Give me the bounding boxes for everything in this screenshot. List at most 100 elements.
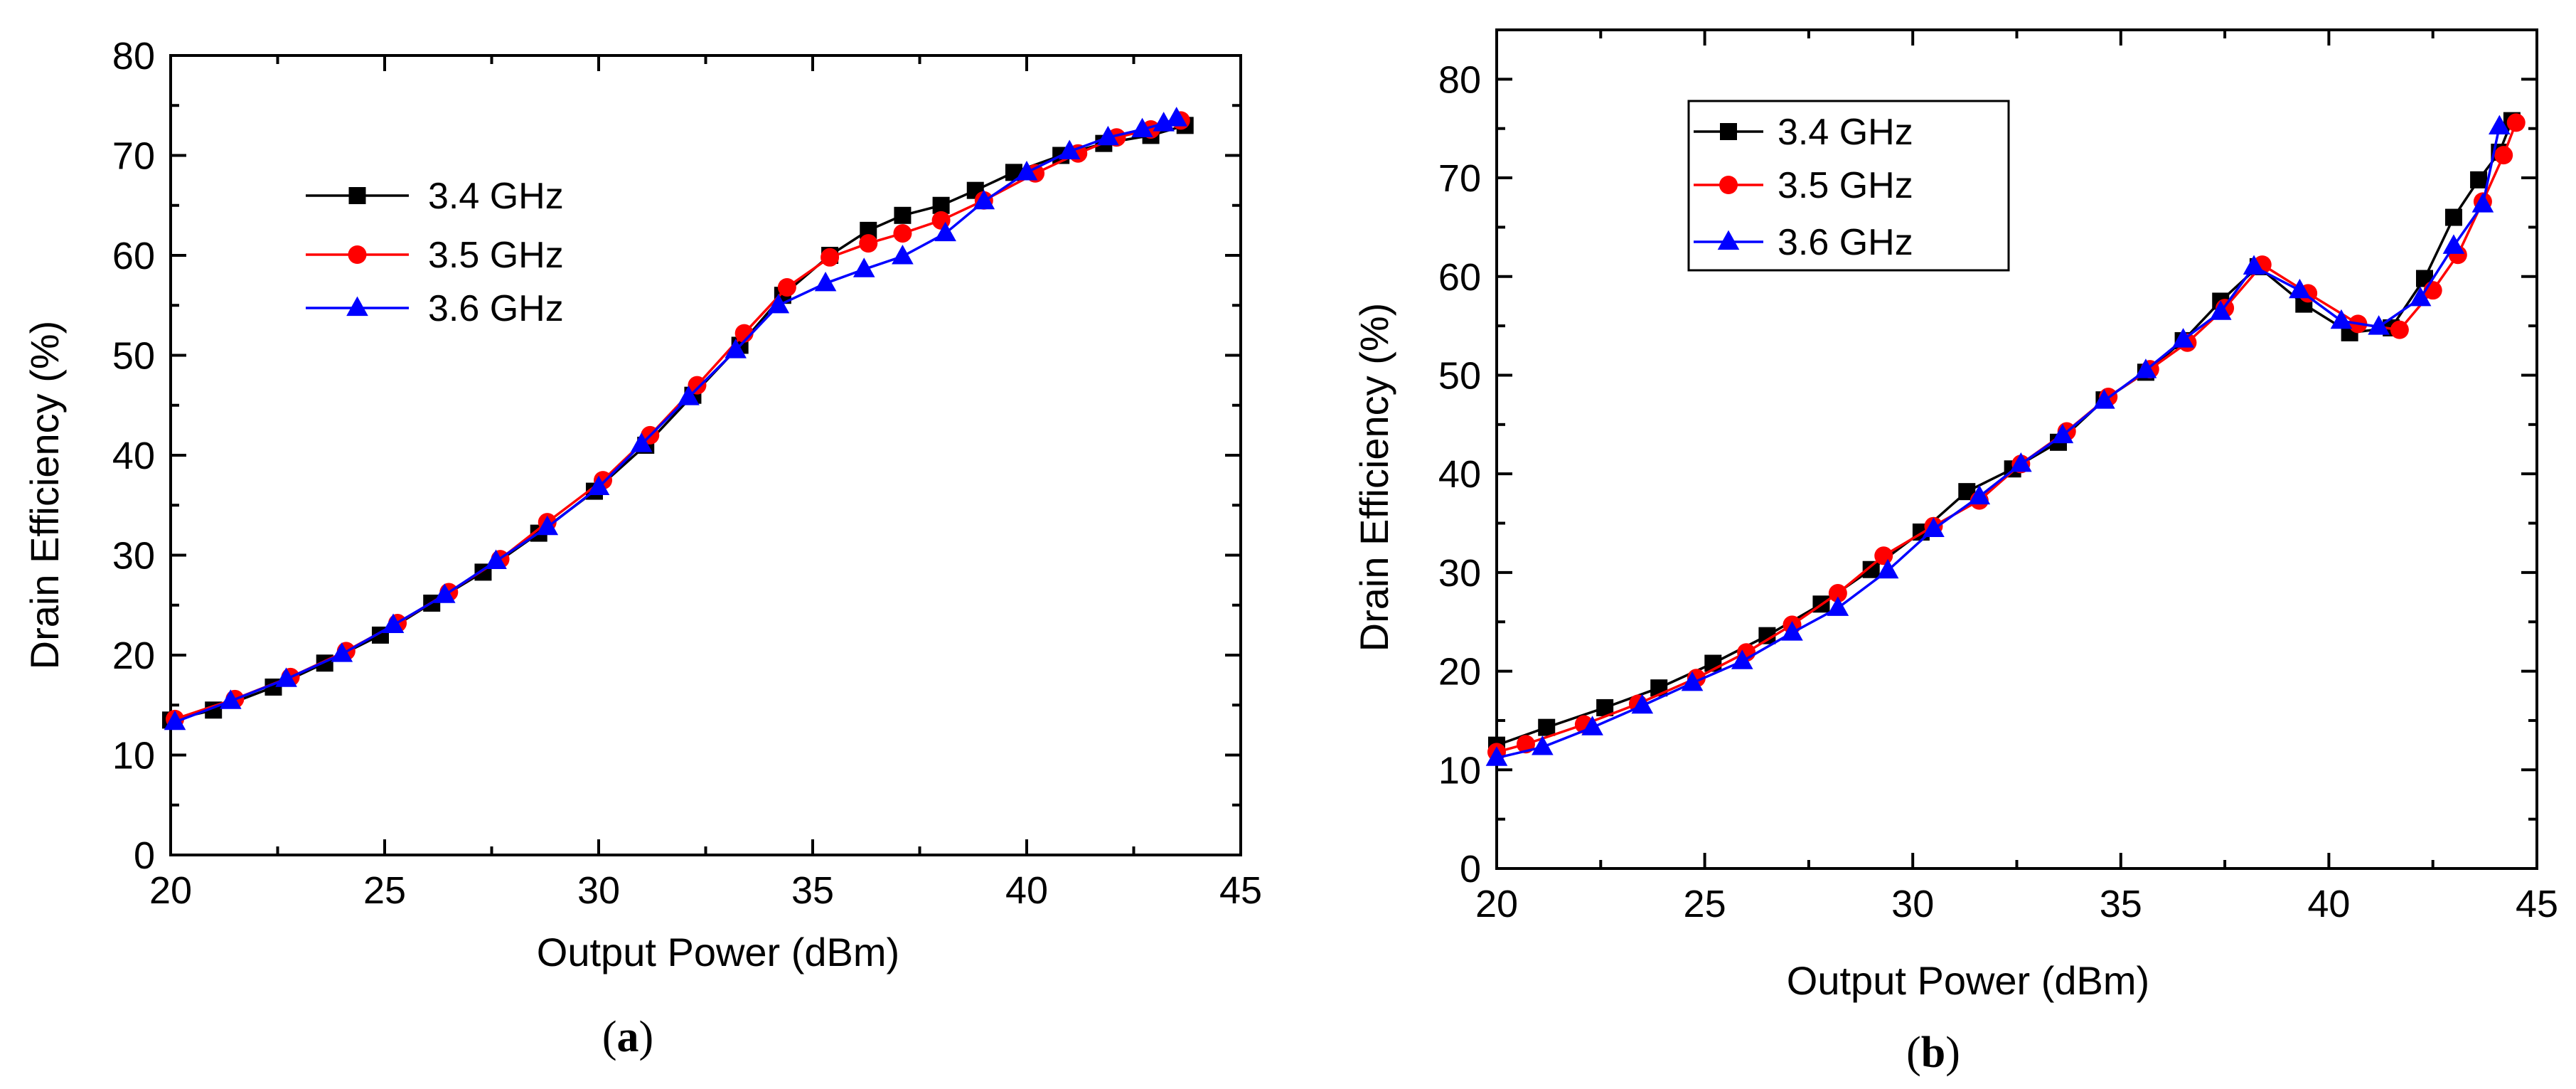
data-point-36-b (2172, 328, 2194, 348)
y-tick-label-b: 0 (1460, 848, 1481, 891)
y-tick-label-b: 80 (1438, 58, 1481, 101)
data-point-34-b (2444, 208, 2462, 226)
y-axis-title-a: Drain Efficiency (%) (22, 321, 67, 670)
data-point-34-a (894, 206, 912, 224)
data-point-36-b (1781, 621, 1803, 641)
data-point-36-a (587, 475, 610, 496)
data-point-35-a (821, 248, 840, 267)
data-point-36-b (2471, 193, 2494, 213)
data-point-34-a (932, 196, 950, 214)
data-point-36-a (725, 339, 747, 358)
y-tick-label-a: 60 (112, 235, 155, 277)
legend-label-34-b: 3.4 GHz (1778, 112, 1913, 153)
x-tick-label-a: 30 (577, 869, 620, 912)
data-point-36-b (2489, 115, 2511, 135)
data-point-35-b (1874, 546, 1893, 565)
data-point-36-b (2289, 278, 2311, 299)
y-tick-label-a: 30 (112, 535, 155, 578)
data-point-35-a (777, 277, 796, 297)
legend-marker-35-b (1719, 176, 1738, 194)
legend-label-34-a: 3.4 GHz (428, 176, 564, 217)
x-tick-label-b: 30 (1891, 883, 1934, 925)
data-point-34-b (1538, 718, 1556, 736)
data-point-34-b (2470, 171, 2488, 188)
y-tick-label-b: 10 (1438, 749, 1481, 792)
data-point-36-a (382, 613, 405, 633)
panel-caption-letter-b: b (1921, 1029, 1945, 1077)
data-point-36-b (2243, 255, 2265, 275)
x-tick-label-a: 45 (1219, 869, 1262, 912)
legend-label-35-b: 3.5 GHz (1778, 165, 1913, 206)
y-tick-label-b: 70 (1438, 157, 1481, 200)
data-point-36-b (1876, 558, 1899, 579)
data-point-36-b (1485, 746, 1508, 766)
legend-marker-34-b (1720, 123, 1737, 140)
data-point-36-b (1968, 484, 1991, 505)
data-point-36-a (219, 689, 242, 709)
data-point-36-b (1532, 735, 1554, 755)
y-tick-label-b: 50 (1438, 354, 1481, 397)
legend-marker-36-b (1717, 230, 1740, 250)
x-tick-label-b: 35 (2100, 883, 2142, 925)
legend-label-36-b: 3.6 GHz (1778, 222, 1913, 263)
x-tick-label-a: 40 (1005, 869, 1048, 912)
data-point-36-a (1131, 117, 1153, 138)
y-tick-label-a: 70 (112, 135, 155, 178)
legend-marker-35-a (348, 245, 367, 264)
data-point-36-b (2010, 452, 2032, 472)
y-tick-label-a: 50 (112, 335, 155, 378)
panel-caption-a: (a) (602, 1013, 653, 1061)
data-point-35-b (2506, 113, 2526, 132)
data-point-36-b (1681, 671, 1704, 691)
data-point-36-b (2209, 300, 2232, 320)
y-tick-label-b: 20 (1438, 651, 1481, 694)
y-tick-label-a: 80 (112, 35, 155, 78)
data-point-36-a (678, 386, 700, 405)
data-point-36-b (2409, 286, 2432, 307)
x-axis-title-b: Output Power (dBm) (1787, 958, 2149, 1003)
x-tick-label-b: 40 (2307, 883, 2350, 925)
x-axis-title-a: Output Power (dBm) (537, 930, 899, 974)
y-axis-title-b: Drain Efficiency (%) (1352, 303, 1396, 652)
data-point-36-b (2442, 234, 2465, 254)
y-tick-label-a: 20 (112, 634, 155, 677)
data-point-35-a (859, 234, 878, 253)
x-tick-label-b: 20 (1475, 883, 1518, 925)
data-point-36-a (853, 257, 875, 277)
y-tick-label-a: 10 (112, 735, 155, 777)
y-tick-label-b: 30 (1438, 552, 1481, 595)
data-point-36-a (536, 515, 559, 536)
data-point-36-a (485, 549, 507, 570)
legend-label-36-a: 3.6 GHz (428, 288, 564, 329)
data-point-35-a (893, 224, 912, 243)
data-point-36-a (892, 245, 914, 265)
x-tick-label-a: 35 (791, 869, 834, 912)
data-point-36-a (814, 271, 837, 292)
data-point-36-b (2093, 389, 2115, 409)
data-point-36-a (767, 293, 790, 314)
data-point-36-b (1731, 649, 1753, 669)
chart-panel-b: 20 25 30 35 40 45 0 10 20 30 40 50 60 70 80 3.4 GHz 3.5… (1352, 28, 2558, 1077)
legend-marker-34-a (348, 187, 366, 204)
data-point-36-a (275, 667, 297, 687)
legend-marker-36-a (346, 296, 368, 317)
data-point-35-b (2494, 146, 2513, 165)
y-tick-label-b: 40 (1438, 453, 1481, 496)
data-point-36-a (331, 642, 353, 662)
data-point-36-b (1631, 694, 1654, 714)
y-tick-label-a: 0 (134, 834, 155, 877)
data-point-36-a (1058, 139, 1081, 159)
data-point-36-a (433, 583, 456, 603)
data-point-36-a (1015, 161, 1038, 181)
legend-label-35-a: 3.5 GHz (428, 235, 564, 276)
y-tick-label-b: 60 (1438, 256, 1481, 299)
legend-panel-b: 3.4 GHz 3.5 GHz 3.6 GHz (1687, 100, 2010, 272)
data-point-35-b (1828, 584, 1847, 603)
panel-caption-letter-a: a (617, 1013, 639, 1061)
data-point-36-a (973, 189, 995, 210)
data-point-36-b (2051, 423, 2074, 444)
data-point-36-b (2134, 358, 2157, 378)
x-tick-label-b: 45 (2516, 883, 2558, 925)
data-point-36-a (630, 432, 653, 452)
